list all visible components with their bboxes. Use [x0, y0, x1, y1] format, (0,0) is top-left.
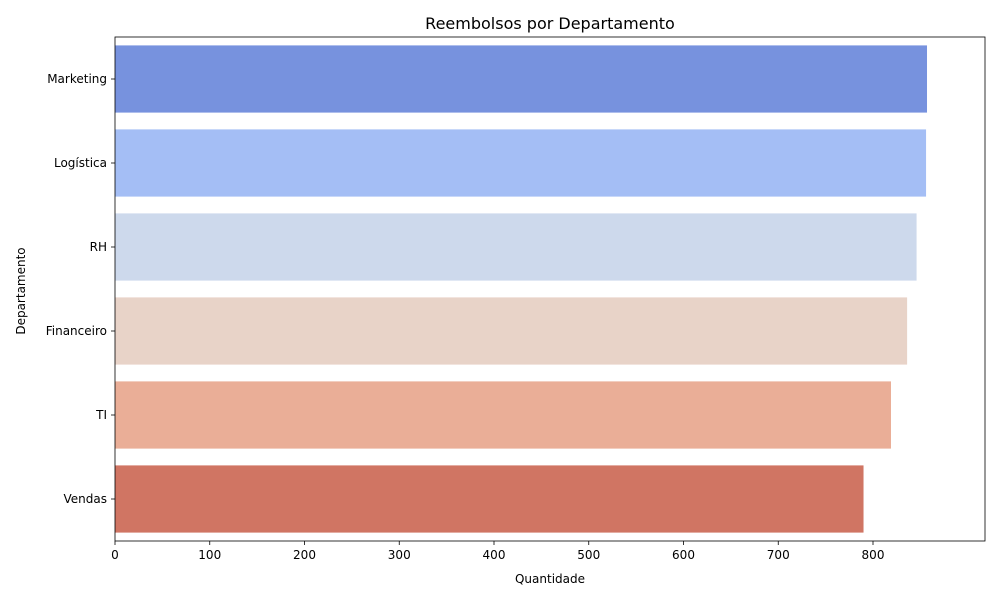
x-tick-label: 600: [672, 548, 695, 562]
bar-financeiro: [115, 297, 908, 365]
y-axis-label: Departamento: [14, 247, 28, 334]
bars-layer: [115, 45, 928, 533]
x-tick-label: 0: [111, 548, 119, 562]
y-tick-label-financeiro: Financeiro: [46, 324, 107, 338]
chart-title: Reembolsos por Departamento: [425, 14, 675, 33]
x-tick-label: 100: [198, 548, 221, 562]
plot-frame: [114, 36, 986, 542]
x-tick-label: 200: [293, 548, 316, 562]
y-tick-label-rh: RH: [90, 240, 107, 254]
x-ticks-layer: 0 100 200 300 400 500 600 700 800: [111, 541, 884, 562]
x-tick-label: 500: [577, 548, 600, 562]
bar-vendas: [115, 465, 864, 533]
axes-layer: [114, 36, 986, 542]
bar-logistica: [115, 129, 927, 197]
y-tick-label-vendas: Vendas: [64, 492, 108, 506]
x-tick-label: 300: [388, 548, 411, 562]
bar-marketing: [115, 45, 928, 113]
bar-rh: [115, 213, 917, 281]
y-ticks-layer: Marketing Logística RH Financeiro TI Vendas: [46, 72, 115, 506]
x-tick-label: 400: [483, 548, 506, 562]
x-axis-label: Quantidade: [515, 572, 585, 586]
x-tick-label: 700: [767, 548, 790, 562]
x-tick-label: 800: [862, 548, 885, 562]
y-tick-label-marketing: Marketing: [47, 72, 107, 86]
bar-ti: [115, 381, 892, 449]
y-tick-label-ti: TI: [95, 408, 107, 422]
y-tick-label-logistica: Logística: [54, 156, 107, 170]
